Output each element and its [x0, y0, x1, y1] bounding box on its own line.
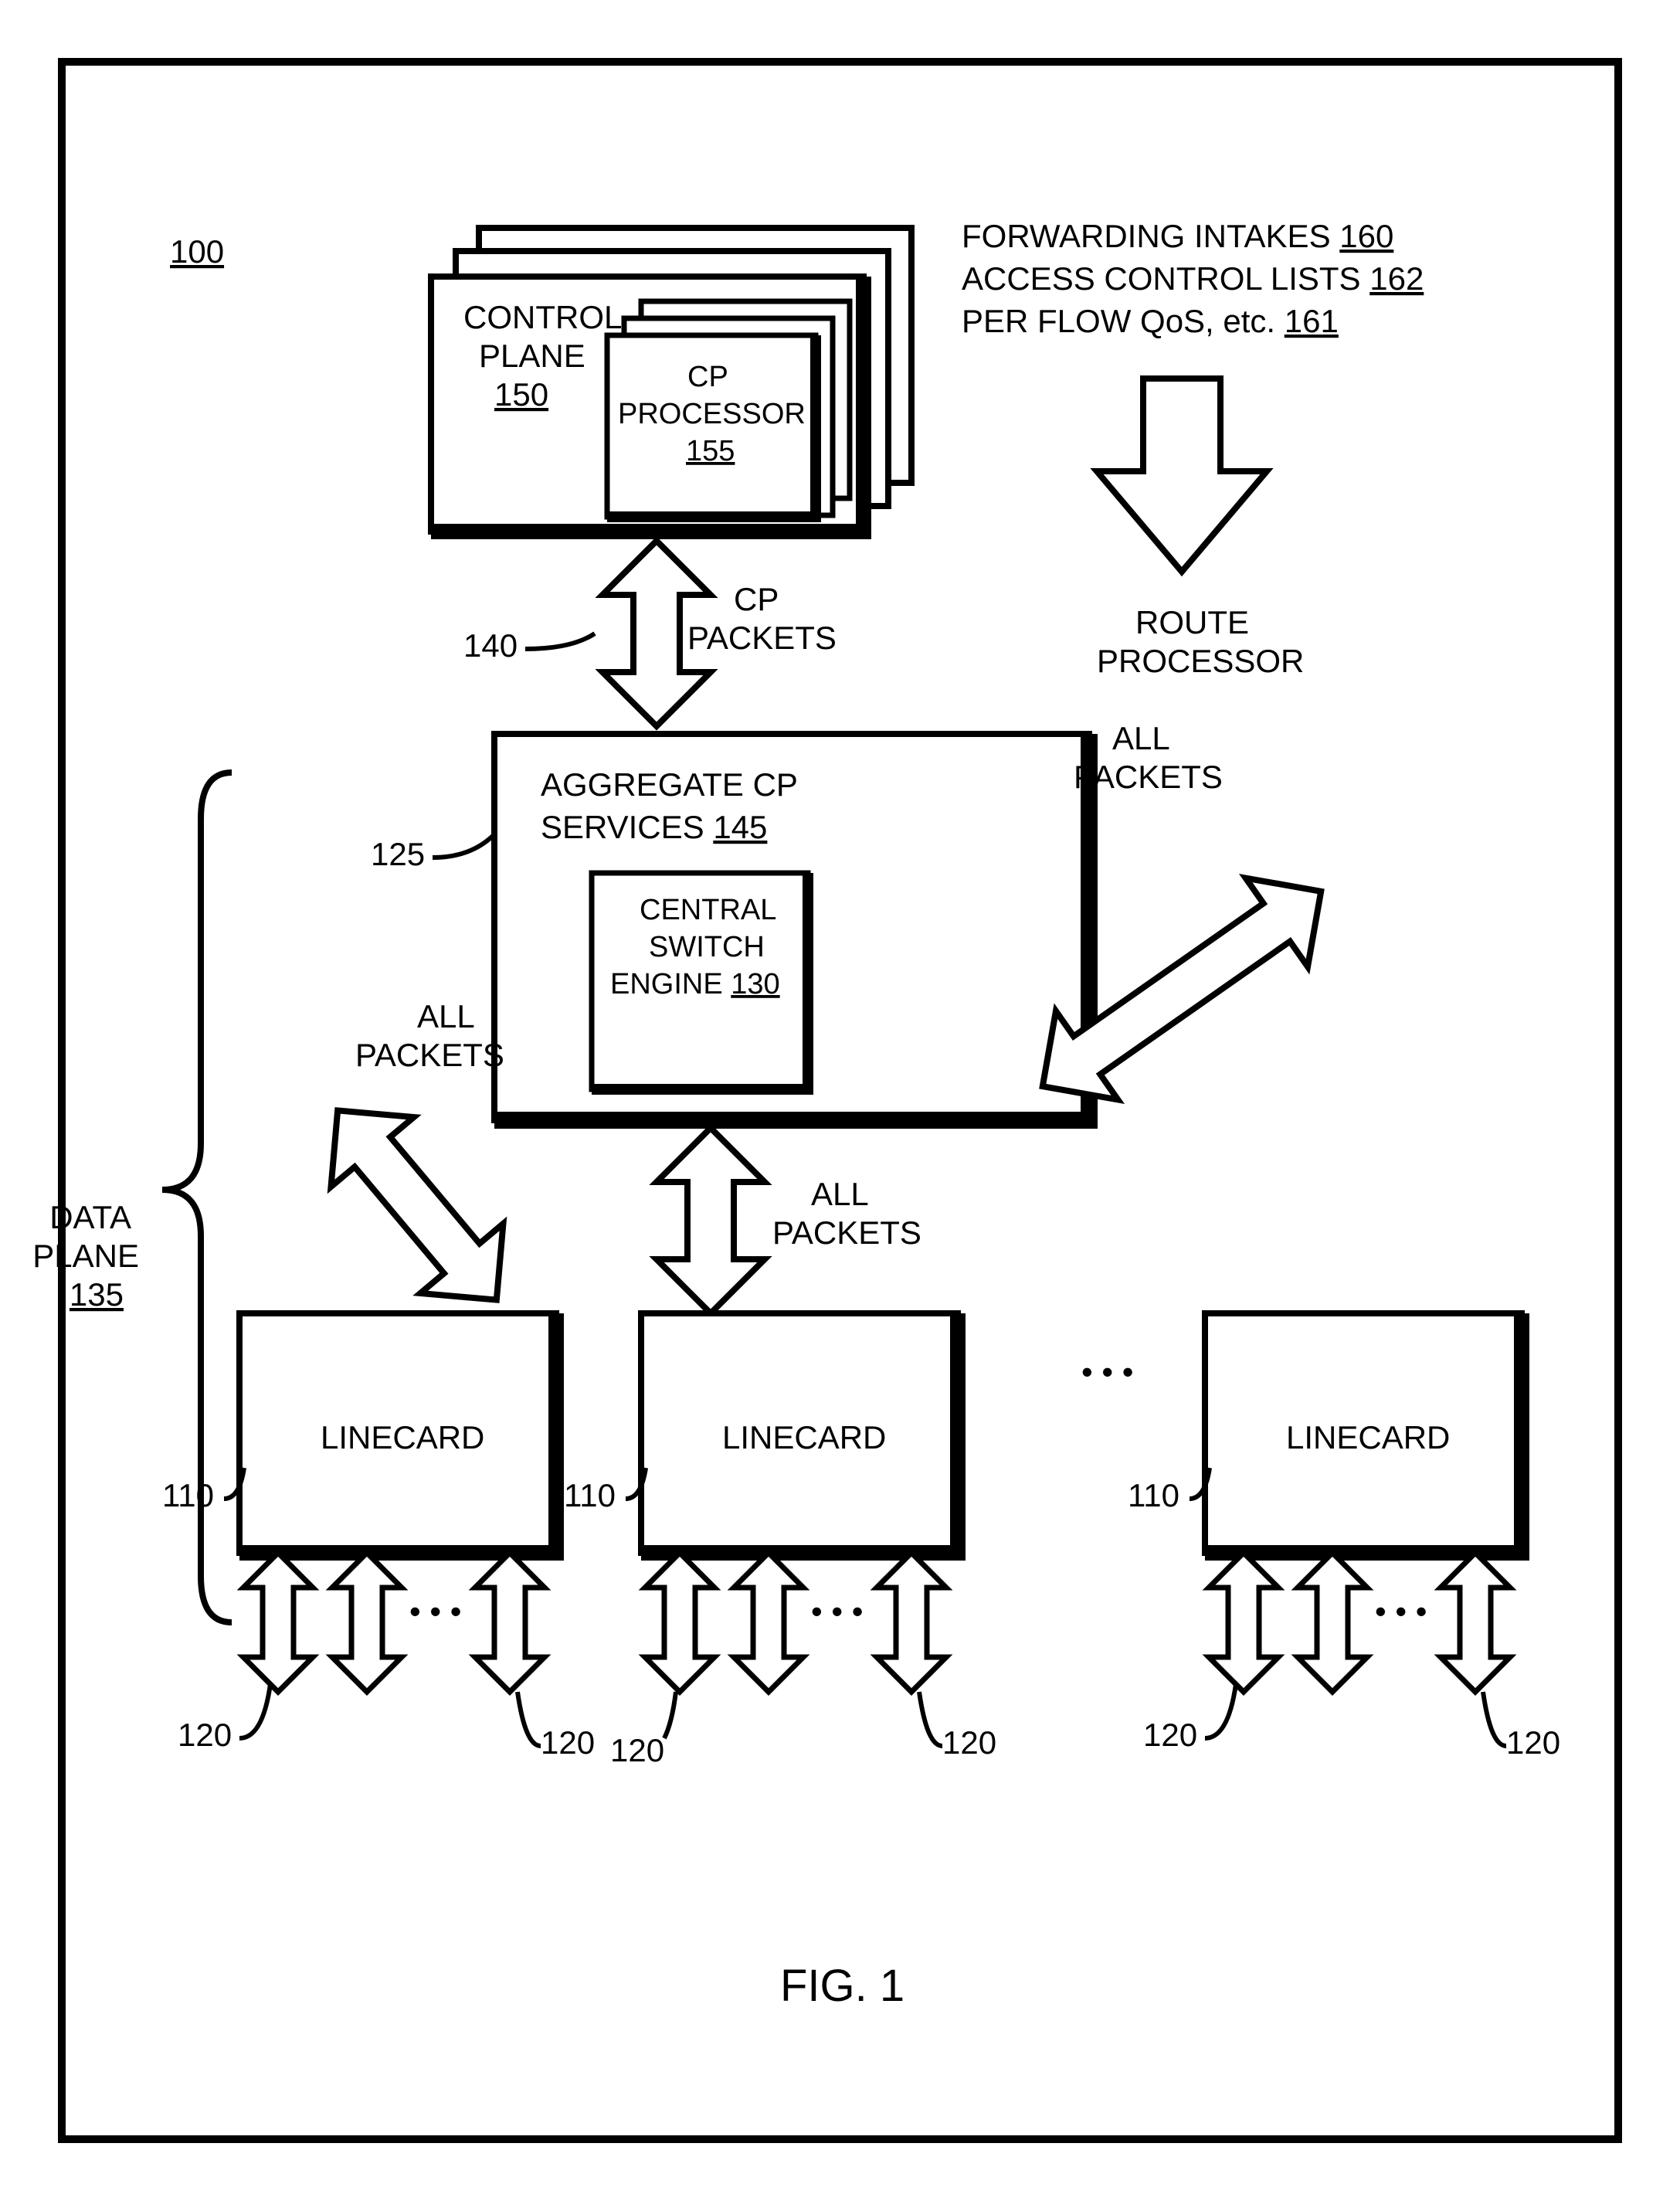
linecard-2: LINECARD • • •	[641, 1313, 958, 1692]
svg-text:LINECARD: LINECARD	[1286, 1419, 1450, 1455]
svg-text:PACKETS: PACKETS	[772, 1214, 921, 1251]
linecard-1: LINECARD • • •	[239, 1313, 556, 1692]
svg-text:ACCESS CONTROL LISTS 162: ACCESS CONTROL LISTS 162	[962, 260, 1424, 297]
linecard-port-ref-2b: 120	[942, 1724, 996, 1761]
control-plane-title-1: CONTROL	[463, 299, 622, 335]
data-plane-ref: 135	[70, 1276, 124, 1313]
linecard-port-ref-3b: 120	[1506, 1724, 1560, 1761]
cp-proc-l2: PROCESSOR	[618, 398, 806, 430]
cs-l2: SWITCH	[649, 931, 765, 963]
linecard-ref-110-3: 110	[1128, 1477, 1179, 1513]
cp-proc-l1: CP	[687, 361, 728, 393]
linecard-port-ref-1b: 120	[541, 1724, 595, 1761]
route-proc-l1: ROUTE	[1135, 604, 1249, 640]
svg-text:FORWARDING INTAKES 160: FORWARDING INTAKES 160	[962, 218, 1393, 254]
arrow-to-linecard-center: ALL PACKETS	[657, 1128, 921, 1313]
linecard-port-ref-2a: 120	[610, 1732, 664, 1768]
linecard-ref-110-2: 110	[564, 1477, 616, 1513]
svg-text:LINECARD: LINECARD	[722, 1419, 886, 1455]
svg-text:LINECARD: LINECARD	[321, 1419, 484, 1455]
leader-140	[525, 633, 595, 649]
svg-text:• • •: • • •	[1375, 1593, 1427, 1629]
agg-ref-125: 125	[371, 836, 425, 872]
cp-proc-ref: 155	[686, 435, 735, 467]
data-plane-l1: DATA	[49, 1199, 131, 1235]
figure-ref: 100	[170, 233, 224, 270]
linecard-3: LINECARD • • •	[1205, 1313, 1522, 1692]
control-plane-block: CONTROL PLANE 150 CP PROCESSOR 155	[431, 228, 911, 539]
svg-text:• • •: • • •	[811, 1593, 863, 1629]
ellipsis-linecards: • • •	[1081, 1354, 1133, 1390]
cp-packets-l2: PACKETS	[687, 620, 837, 656]
linecard-port-ref-3a: 120	[1143, 1717, 1197, 1753]
svg-text:• • •: • • •	[409, 1593, 461, 1629]
cp-packets-ref: 140	[463, 627, 518, 664]
data-plane-l2: PLANE	[32, 1238, 139, 1274]
cs-l1: CENTRAL	[640, 894, 776, 926]
control-plane-ref: 150	[494, 376, 548, 413]
control-plane-title-2: PLANE	[479, 338, 585, 374]
route-proc-l2: PROCESSOR	[1097, 643, 1304, 679]
arrow-list-to-route	[1097, 379, 1267, 572]
svg-text:ALL: ALL	[811, 1176, 869, 1212]
linecard-port-ref-1: 120	[178, 1717, 232, 1753]
cs-l3: ENGINE 130	[610, 968, 780, 1000]
intakes-list: FORWARDING INTAKES 160 ACCESS CONTROL LI…	[962, 218, 1424, 339]
cp-packets-l1: CP	[734, 581, 779, 617]
svg-text:ALL: ALL	[1112, 720, 1170, 756]
svg-text:ALL: ALL	[417, 998, 475, 1034]
svg-text:PER FLOW QoS, etc. 161: PER FLOW QoS, etc. 161	[962, 303, 1339, 339]
svg-text:PACKETS: PACKETS	[1074, 759, 1223, 795]
figure-label: FIG. 1	[780, 1961, 904, 2011]
agg-l2: SERVICES 145	[541, 809, 767, 845]
svg-text:PACKETS: PACKETS	[355, 1037, 504, 1073]
linecard-ref-110-1: 110	[162, 1477, 214, 1513]
agg-l1: AGGREGATE CP	[541, 766, 798, 803]
